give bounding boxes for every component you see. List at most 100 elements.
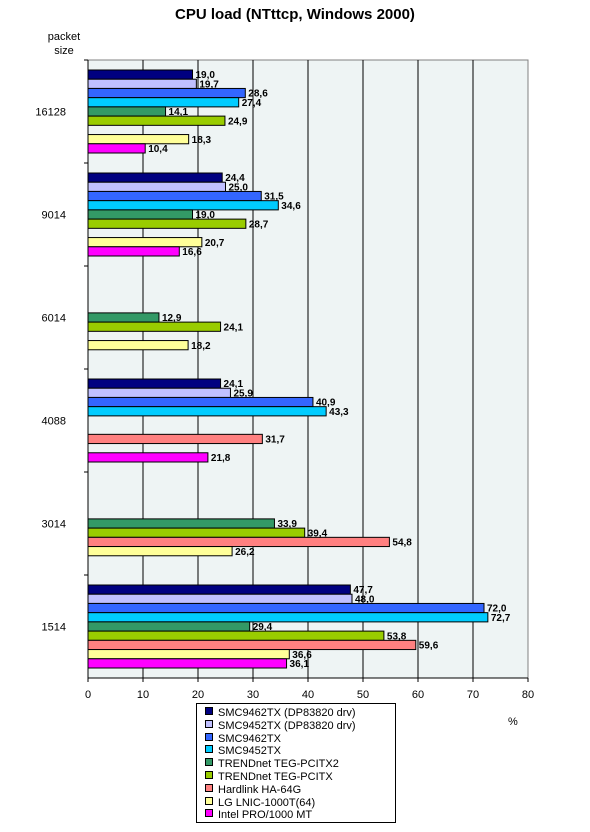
- bar: [87, 106, 167, 117]
- bar: [87, 143, 146, 154]
- legend-label: TRENDnet TEG-PCITX2: [218, 758, 339, 771]
- bar: [87, 312, 160, 323]
- legend-label: LG LNIC-1000T(64): [218, 796, 316, 809]
- bar: [87, 452, 209, 463]
- data-label: 16,6: [182, 247, 202, 258]
- data-label: 40,9: [316, 398, 336, 409]
- legend-label: TRENDnet TEG-PCITX: [218, 770, 333, 783]
- bar: [87, 658, 288, 669]
- x-tick-label: 40: [302, 689, 314, 700]
- x-tick-label: 70: [467, 689, 479, 700]
- data-label: 34,6: [281, 201, 301, 212]
- data-label: 72,0: [487, 604, 507, 615]
- legend-swatch: [205, 707, 213, 715]
- bar: [87, 536, 390, 548]
- bar: [87, 546, 233, 557]
- bar: [87, 612, 489, 623]
- legend-swatch: [205, 809, 213, 818]
- legend-label: SMC9462TX: [218, 732, 281, 745]
- x-tick-label: 50: [357, 689, 369, 700]
- x-tick-label: 0: [85, 689, 91, 700]
- bar: [87, 387, 231, 398]
- legend-label: SMC9452TX (DP83820 drv): [218, 719, 356, 732]
- bar: [87, 433, 263, 445]
- data-label: 20,7: [205, 238, 225, 249]
- bar: [87, 237, 203, 248]
- chart-legend: SMC9462TX (DP83820 drv) SMC9452TX (DP8382…: [196, 703, 396, 823]
- bar: [87, 246, 180, 257]
- bar: [87, 78, 197, 89]
- bar: [87, 340, 189, 351]
- bar: [87, 639, 417, 651]
- data-label: 28,7: [249, 219, 269, 230]
- category-label: 4088: [42, 416, 66, 428]
- bar-chart: 0 10 20 30 40 50 60 70 80 16128 9014 6014 4088 3014 15…: [35, 59, 534, 700]
- bar: [87, 602, 485, 614]
- data-label: 18,2: [191, 341, 211, 352]
- bar: [87, 649, 290, 660]
- x-tick-label: 80: [522, 689, 534, 700]
- bar: [87, 200, 279, 211]
- bar: [87, 518, 275, 529]
- category-label: 3014: [42, 519, 66, 531]
- x-tick-label: 20: [192, 689, 204, 700]
- data-label: 19,7: [199, 79, 219, 90]
- data-label: 14,1: [169, 107, 189, 118]
- legend-swatch: [205, 719, 213, 728]
- data-label: 18,3: [192, 135, 212, 146]
- legend-swatch: [205, 783, 213, 792]
- bar: [87, 115, 226, 126]
- data-label: 27,4: [242, 98, 262, 109]
- x-tick-label: 10: [137, 689, 149, 700]
- bar: [87, 218, 247, 229]
- legend-swatch: [205, 745, 213, 754]
- legend-swatch: [205, 732, 213, 741]
- data-label: 47,7: [353, 585, 373, 596]
- data-label: 53,8: [387, 631, 407, 642]
- category-label: 6014: [42, 313, 66, 325]
- legend-swatch: [205, 770, 213, 779]
- legend-item: TRENDnet TEG-PCITX: [205, 770, 395, 784]
- bar: [87, 378, 222, 389]
- category-label: 9014: [42, 210, 66, 222]
- legend-item: SMC9462TX (DP83820 drv): [205, 707, 395, 720]
- legend-label: SMC9452TX: [218, 745, 281, 758]
- x-tick-label: 30: [247, 689, 259, 700]
- legend-item: SMC9452TX (DP83820 drv): [205, 719, 395, 733]
- bar: [87, 584, 351, 595]
- bar: [87, 172, 223, 183]
- data-label: 10,4: [148, 144, 168, 155]
- legend-item: Hardlink HA-64G: [205, 783, 395, 797]
- data-label: 43,3: [329, 407, 349, 418]
- data-label: 36,1: [290, 659, 310, 670]
- legend-item: TRENDnet TEG-PCITX2: [205, 758, 395, 771]
- legend-swatch: [205, 758, 213, 767]
- data-label: 39,4: [308, 528, 328, 539]
- data-label: 25,9: [233, 388, 253, 399]
- legend-item: Intel PRO/1000 MT: [205, 809, 395, 822]
- bar: [87, 69, 193, 80]
- bar: [87, 621, 251, 632]
- data-label: 28,6: [248, 89, 268, 100]
- data-label: 19,0: [196, 70, 216, 81]
- data-label: 21,8: [211, 453, 231, 464]
- data-label: 48,0: [355, 594, 375, 605]
- bar: [87, 593, 353, 604]
- data-label: 54,8: [392, 538, 412, 549]
- bar: [87, 630, 385, 641]
- data-label: 12,9: [162, 313, 182, 324]
- category-label: 1514: [42, 622, 66, 634]
- legend-item: SMC9462TX: [205, 732, 395, 746]
- data-label: 26,2: [235, 547, 255, 558]
- bar: [87, 97, 240, 108]
- x-axis-label: %: [508, 716, 518, 728]
- category-label: 16128: [35, 107, 66, 119]
- legend-label: SMC9462TX (DP83820 drv): [218, 707, 356, 719]
- bar: [87, 527, 306, 538]
- data-label: 72,7: [491, 613, 511, 624]
- data-label: 59,6: [419, 641, 439, 652]
- data-label: 31,7: [265, 435, 285, 446]
- bar: [87, 134, 190, 145]
- bar: [87, 406, 327, 417]
- legend-item: LG LNIC-1000T(64): [205, 796, 395, 810]
